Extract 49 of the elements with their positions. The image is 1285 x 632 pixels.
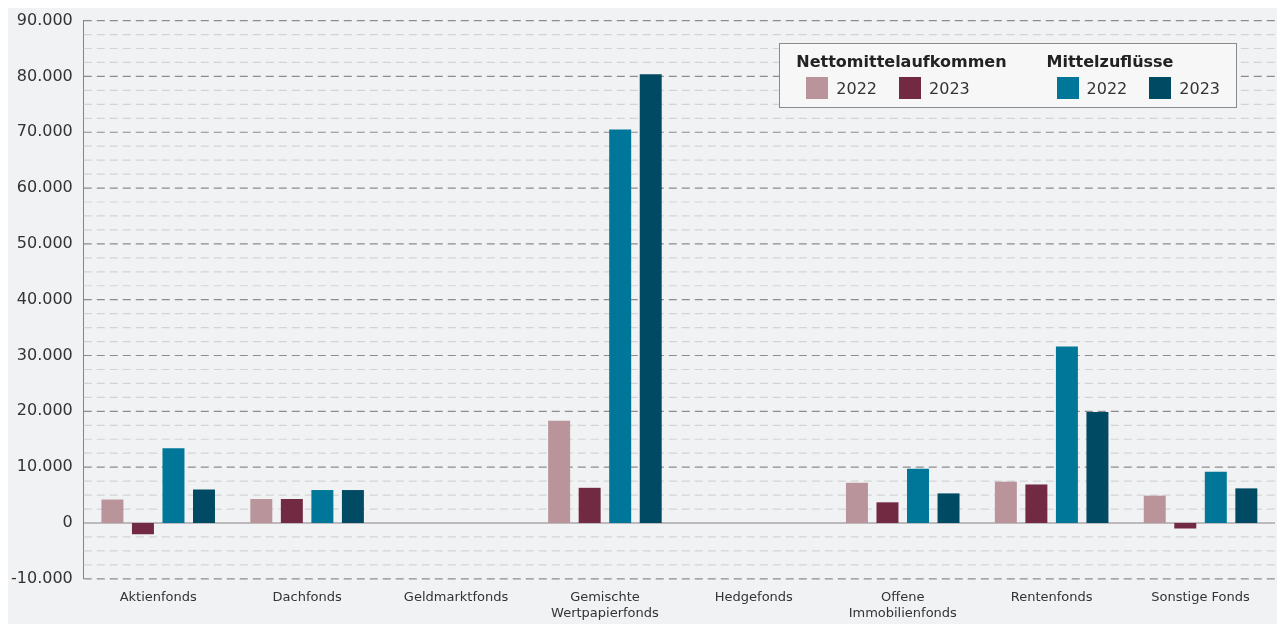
y-tick-label: 50.000 [16, 233, 73, 253]
y-tick-label: 80.000 [16, 65, 73, 85]
x-tick-label: Aktienfonds [119, 588, 198, 604]
bar [1204, 471, 1227, 523]
bar [341, 490, 364, 523]
x-tick-label: Gemischte Wertpapierfonds [551, 588, 660, 620]
y-tick-label: 0 [62, 512, 73, 532]
bar [162, 448, 185, 523]
y-tick-label: 60.000 [16, 177, 73, 197]
bar [1055, 346, 1078, 523]
bar [1235, 488, 1258, 523]
y-tick-label: 90.000 [16, 9, 73, 29]
legend-label: 2023 [929, 78, 970, 98]
bar [280, 498, 303, 523]
bar [994, 481, 1017, 523]
y-tick-label: 10.000 [16, 456, 73, 476]
bar [1025, 484, 1048, 523]
bar [311, 490, 334, 523]
bar [609, 129, 632, 523]
x-tick-label: Hedgefonds [714, 588, 794, 604]
bar [907, 468, 929, 523]
bar [639, 74, 662, 523]
bar [101, 499, 124, 523]
x-tick-label: Sonstige Fonds [1151, 588, 1251, 604]
x-tick-label: Offene Immobilienfonds [848, 588, 958, 620]
bar [1174, 522, 1197, 529]
y-tick-label: 70.000 [16, 121, 73, 141]
y-tick-label: 40.000 [16, 288, 73, 308]
text: Nettomittelaufkommen [796, 52, 1007, 71]
text: Mittelzuflüsse [1046, 52, 1174, 71]
legend-label: 2022 [836, 78, 878, 98]
bar [845, 482, 868, 523]
x-tick-label: Dachfonds [272, 588, 342, 604]
bar [1086, 411, 1109, 523]
legend-label: 2022 [1086, 78, 1128, 98]
bar [937, 493, 960, 523]
bar [193, 489, 215, 523]
bar [131, 522, 154, 535]
y-tick-label: 20.000 [16, 400, 73, 420]
y-tick-label: -10.000 [10, 567, 73, 587]
bar [250, 498, 273, 523]
bar [1143, 495, 1166, 523]
x-tick-label: Rentenfonds [1010, 588, 1093, 604]
legend-label: 2023 [1179, 78, 1220, 98]
bar [578, 487, 601, 523]
bar [876, 502, 899, 523]
y-tick-label: 30.000 [16, 344, 73, 364]
bar [548, 420, 571, 523]
x-tick-label: Geldmarktfonds [403, 588, 509, 604]
